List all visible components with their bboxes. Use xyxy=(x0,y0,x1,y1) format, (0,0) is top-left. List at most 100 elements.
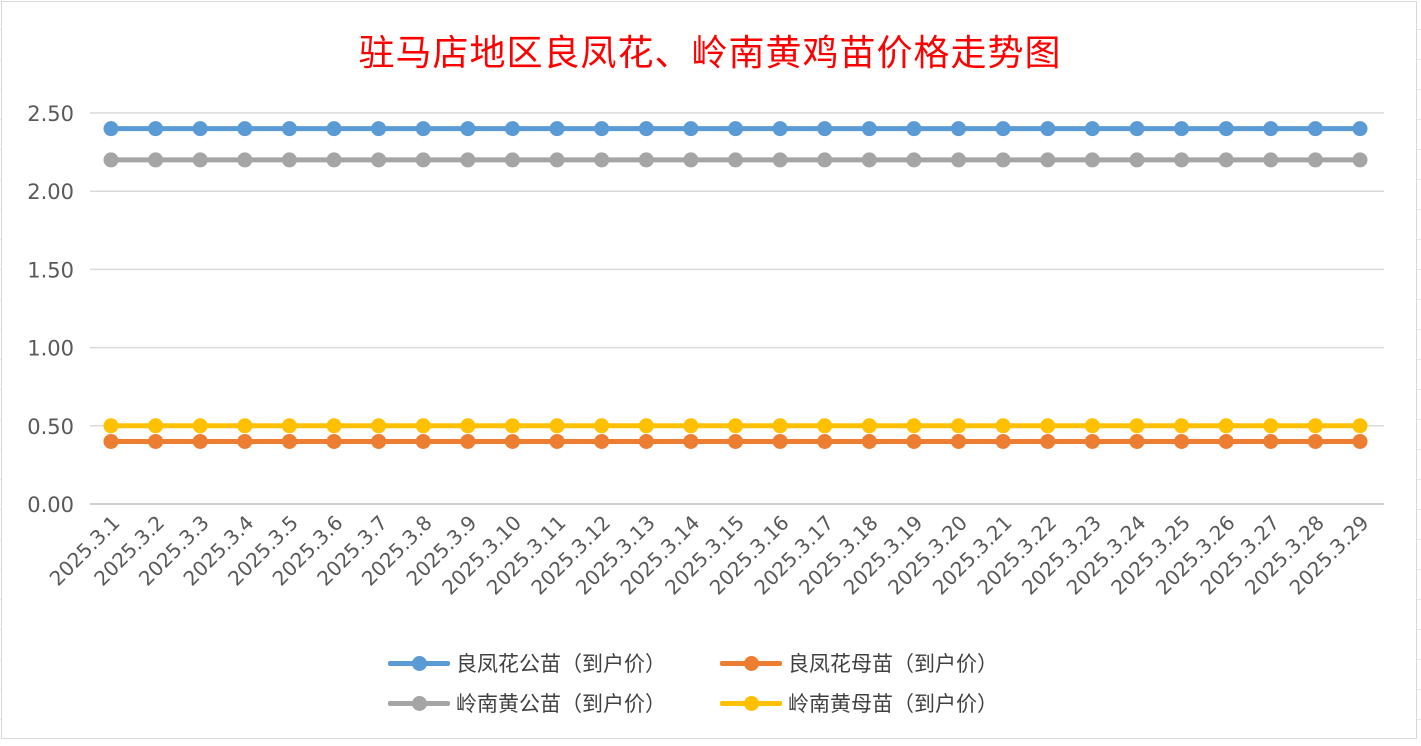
series-2-point xyxy=(1307,433,1323,449)
y-tick-label: 2.50 xyxy=(27,102,74,126)
y-tick-label: 0.50 xyxy=(27,415,74,439)
series-1-point xyxy=(594,121,610,137)
series-3-point xyxy=(638,152,654,168)
series-1-point xyxy=(1218,121,1234,137)
series-2-point xyxy=(1040,433,1056,449)
y-tick-label: 1.00 xyxy=(27,337,74,361)
series-4-point xyxy=(1352,418,1368,434)
series-3-point xyxy=(415,152,431,168)
series-3-point xyxy=(281,152,297,168)
series-2-point xyxy=(1263,433,1279,449)
series-3-point xyxy=(594,152,610,168)
legend-item-series-1: 良凤花公苗（到户价） xyxy=(388,648,666,678)
series-3-point xyxy=(951,152,967,168)
series-4-point xyxy=(995,418,1011,434)
series-1-point xyxy=(638,121,654,137)
series-2-point xyxy=(861,433,877,449)
series-4-point xyxy=(951,418,967,434)
series-3-point xyxy=(728,152,743,168)
series-2-point xyxy=(594,433,610,449)
series-3-point xyxy=(148,152,164,168)
series-2-point xyxy=(1129,433,1145,449)
series-2-point xyxy=(148,433,164,449)
legend-item-series-4: 岭南黄母苗（到户价） xyxy=(720,688,998,718)
series-1-point xyxy=(237,121,253,137)
series-3-point xyxy=(817,152,833,168)
series-3-point xyxy=(772,152,788,168)
series-2-point xyxy=(728,433,743,449)
series-1-point xyxy=(281,121,297,137)
series-3-point xyxy=(1084,152,1100,168)
series-4-point xyxy=(1263,418,1279,434)
series-1-point xyxy=(192,121,208,137)
series-4-point xyxy=(861,418,877,434)
series-1-point xyxy=(861,121,877,137)
series-2-point xyxy=(326,433,342,449)
series-3-point xyxy=(1352,152,1368,168)
series-1-point xyxy=(1129,121,1145,137)
legend-swatch-series-2 xyxy=(720,653,782,673)
series-1-point xyxy=(103,121,119,137)
legend-label-series-1: 良凤花公苗（到户价） xyxy=(456,652,666,676)
series-4-point xyxy=(1218,418,1234,434)
series-4-point xyxy=(728,418,743,434)
series-2-point xyxy=(415,433,431,449)
series-2-point xyxy=(371,433,387,449)
series-1-point xyxy=(326,121,342,137)
series-3-point xyxy=(906,152,922,168)
series-3-point xyxy=(192,152,208,168)
legend-label-series-3: 岭南黄公苗（到户价） xyxy=(456,692,666,716)
series-1-point xyxy=(683,121,699,137)
series-4-point xyxy=(371,418,387,434)
series-4-point xyxy=(103,418,119,434)
series-2-point xyxy=(549,433,565,449)
series-1-point xyxy=(1352,121,1368,137)
legend-item-series-2: 良凤花母苗（到户价） xyxy=(720,648,998,678)
series-3-point xyxy=(1218,152,1234,168)
series-1-point xyxy=(772,121,788,137)
series-2-point xyxy=(1084,433,1100,449)
series-4-point xyxy=(1084,418,1100,434)
series-3-point xyxy=(995,152,1011,168)
series-4-point xyxy=(772,418,788,434)
series-3-point xyxy=(1263,152,1279,168)
series-2-point xyxy=(103,433,119,449)
series-4-point xyxy=(192,418,208,434)
series-1-point xyxy=(1307,121,1323,137)
series-4-point xyxy=(638,418,654,434)
series-1-point xyxy=(995,121,1011,137)
legend-label-series-2: 良凤花母苗（到户价） xyxy=(788,652,998,676)
series-1-point xyxy=(549,121,565,137)
series-1-point xyxy=(1084,121,1100,137)
series-2-point xyxy=(1174,433,1190,449)
series-3-point xyxy=(103,152,119,168)
series-1-point xyxy=(951,121,967,137)
series-4-point xyxy=(1174,418,1190,434)
y-tick-label: 2.00 xyxy=(27,180,74,204)
series-2-point xyxy=(1352,433,1368,449)
series-4-point xyxy=(504,418,520,434)
series-1-point xyxy=(504,121,520,137)
series-2-point xyxy=(683,433,699,449)
series-3-point xyxy=(326,152,342,168)
series-1-point xyxy=(148,121,164,137)
series-1-point xyxy=(371,121,387,137)
y-tick-label: 1.50 xyxy=(27,258,74,282)
series-4-point xyxy=(549,418,565,434)
legend-item-series-3: 岭南黄公苗（到户价） xyxy=(388,688,666,718)
series-1-point xyxy=(817,121,833,137)
series-3-point xyxy=(504,152,520,168)
series-4-point xyxy=(148,418,164,434)
series-2-point xyxy=(237,433,253,449)
series-1-point xyxy=(728,121,743,137)
legend-swatch-series-4 xyxy=(720,693,782,713)
series-2-point xyxy=(460,433,476,449)
series-4-point xyxy=(1307,418,1323,434)
series-3-point xyxy=(1174,152,1190,168)
legend-swatch-series-1 xyxy=(388,653,450,673)
series-3-point xyxy=(460,152,476,168)
series-3-point xyxy=(1307,152,1323,168)
series-2-point xyxy=(1218,433,1234,449)
